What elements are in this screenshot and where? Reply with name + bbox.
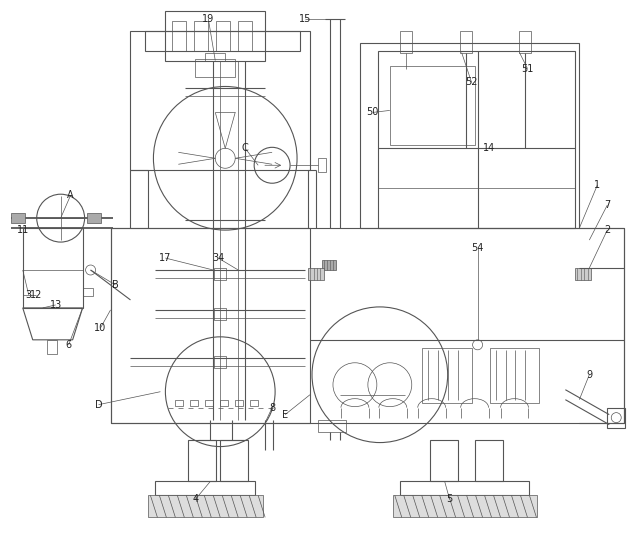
Bar (390, 65, 475, 146)
Text: 7: 7 (604, 200, 611, 210)
Text: 9: 9 (586, 370, 592, 380)
Bar (475, 440, 503, 481)
Text: 5: 5 (447, 494, 453, 505)
Bar (489, 348, 540, 403)
Bar (322, 260, 336, 270)
Text: 12: 12 (29, 290, 42, 300)
Bar (430, 440, 457, 481)
Bar (575, 268, 591, 280)
Bar (82, 288, 93, 296)
Bar (195, 21, 208, 51)
Text: 13: 13 (50, 300, 62, 310)
Text: 4: 4 (192, 494, 198, 505)
Bar (308, 268, 324, 280)
Bar (149, 495, 263, 517)
Bar (110, 228, 624, 422)
Text: C: C (242, 143, 249, 153)
Text: 10: 10 (94, 323, 107, 333)
Bar (378, 51, 575, 228)
Bar (250, 399, 258, 405)
Bar (238, 21, 252, 51)
Bar (422, 348, 471, 403)
Text: 3: 3 (26, 290, 32, 300)
Bar (110, 228, 310, 422)
Text: 50: 50 (367, 107, 379, 117)
Bar (607, 408, 625, 428)
Text: 51: 51 (521, 64, 533, 74)
Bar (393, 495, 537, 517)
Bar (175, 399, 183, 405)
Text: 8: 8 (269, 403, 275, 413)
Bar (519, 31, 531, 52)
Bar (214, 308, 226, 320)
Text: A: A (68, 190, 74, 200)
Bar (400, 481, 530, 495)
Bar (459, 31, 471, 52)
Bar (190, 399, 198, 405)
Text: 19: 19 (202, 14, 214, 23)
Text: 54: 54 (471, 243, 484, 253)
Text: E: E (282, 410, 288, 420)
Bar (47, 340, 57, 354)
Bar (23, 228, 82, 308)
Bar (195, 58, 235, 76)
Bar (318, 420, 346, 432)
Bar (400, 31, 412, 52)
Text: 1: 1 (594, 180, 600, 190)
Bar (235, 399, 243, 405)
Bar (220, 440, 248, 481)
Bar (214, 356, 226, 368)
Bar (318, 158, 326, 172)
Bar (172, 21, 186, 51)
Text: 14: 14 (484, 143, 496, 153)
Bar (188, 440, 216, 481)
Bar (216, 21, 230, 51)
Text: 11: 11 (17, 225, 29, 235)
Text: 17: 17 (160, 253, 172, 263)
Bar (165, 11, 265, 60)
Text: 34: 34 (212, 253, 225, 263)
Bar (205, 52, 225, 60)
Text: B: B (112, 280, 119, 290)
Bar (145, 31, 300, 51)
Text: 15: 15 (299, 14, 311, 23)
Bar (220, 399, 228, 405)
Bar (131, 31, 310, 170)
Bar (360, 43, 579, 228)
Text: 2: 2 (604, 225, 611, 235)
Bar (214, 268, 226, 280)
Bar (11, 213, 25, 223)
Text: 6: 6 (66, 340, 71, 350)
Bar (156, 481, 255, 495)
Text: 52: 52 (465, 77, 478, 88)
Bar (87, 213, 101, 223)
Text: D: D (95, 399, 102, 410)
Bar (205, 399, 213, 405)
